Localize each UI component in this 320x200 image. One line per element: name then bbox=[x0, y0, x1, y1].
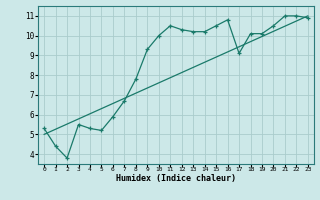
X-axis label: Humidex (Indice chaleur): Humidex (Indice chaleur) bbox=[116, 174, 236, 183]
